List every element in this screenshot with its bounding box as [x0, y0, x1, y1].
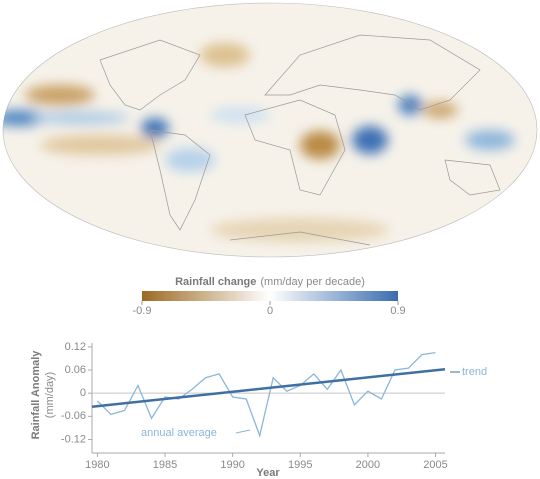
y-tick-label: 0	[80, 387, 86, 399]
x-tick-label: 1990	[220, 459, 244, 471]
y-tick-label: 0.12	[65, 341, 86, 353]
map	[2, 2, 538, 258]
trend-line	[91, 367, 446, 408]
x-axis-label: Year	[256, 467, 280, 479]
annual-average-label: annual average	[141, 427, 217, 439]
colorbar-units: (mm/day per decade)	[260, 276, 365, 288]
x-tick-label: 2005	[423, 459, 447, 471]
y-axis-units: (mm/day)	[44, 372, 56, 418]
colorbar-tick-label: -0.9	[133, 305, 152, 317]
y-tick-label: -0.12	[61, 433, 86, 445]
data-line	[96, 351, 436, 438]
colorbar-tick-label: 0	[267, 305, 273, 317]
colorbar-tick-label: 0.9	[390, 305, 405, 317]
x-tick-label: 1995	[288, 459, 312, 471]
colorbar	[142, 291, 398, 301]
annual-average-pointer	[235, 429, 251, 434]
x-tick-label: 1985	[153, 459, 177, 471]
trend-label: trend	[462, 366, 487, 378]
x-tick-label: 2000	[356, 459, 380, 471]
y-tick-label: 0.06	[65, 364, 86, 376]
x-tick-label: 1980	[85, 459, 109, 471]
y-tick-label: -0.06	[61, 410, 86, 422]
colorbar-title: Rainfall change (mm/day per decade)	[175, 276, 365, 288]
colorbar-title-main: Rainfall change	[175, 276, 256, 288]
y-axis-label: Rainfall Anomaly	[30, 350, 42, 440]
